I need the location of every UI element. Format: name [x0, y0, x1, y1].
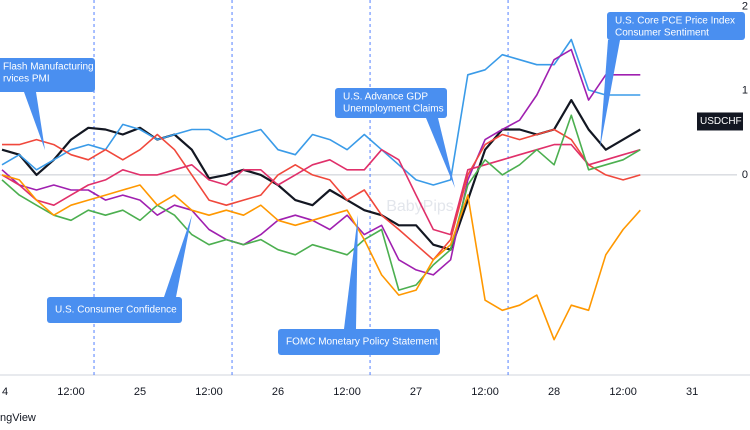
series-line: [1, 143, 641, 236]
series-line: [1, 114, 641, 291]
callout-text: rvices PMI: [3, 74, 50, 85]
x-tick-label: 12:00: [333, 386, 361, 398]
callout-box: [47, 297, 182, 323]
x-tick-label: 12:00: [471, 386, 499, 398]
watermark: BabyPips: [386, 198, 454, 215]
x-tick-label: 12:00: [609, 386, 637, 398]
series-line: [1, 48, 641, 276]
callout-text: Flash Manufacturing: [3, 62, 94, 73]
callout-box: [607, 12, 745, 40]
x-tick-label: 28: [548, 386, 560, 398]
attribution: ngView: [0, 412, 36, 424]
callout-box: [0, 58, 95, 92]
x-tick-label: 25: [134, 386, 146, 398]
callout-text: U.S. Consumer Confidence: [55, 305, 177, 316]
x-tick-label: 4: [2, 386, 8, 398]
y-tick-label: 2: [742, 1, 748, 13]
callout-pointer: [344, 215, 358, 329]
series-line: [2, 128, 641, 261]
series-tag: [697, 112, 743, 131]
series-tag-label: USDCHF: [700, 116, 742, 127]
x-tick-label: 31: [686, 386, 698, 398]
x-tick-label: 12:00: [195, 386, 223, 398]
x-tick-label: 26: [272, 386, 284, 398]
callout-box: [335, 88, 447, 118]
callout-text: U.S. Advance GDP: [343, 92, 428, 103]
callout-pointer: [426, 118, 455, 188]
series-line: [1, 174, 641, 341]
callout-text: FOMC Monetary Policy Statement: [286, 337, 438, 348]
series-line: [1, 38, 641, 186]
series-line: [1, 99, 641, 251]
callout-pointer: [164, 215, 192, 297]
callout-text: Consumer Sentiment: [615, 28, 709, 39]
y-tick-label: 0: [742, 169, 748, 181]
callout-text: U.S. Core PCE Price Index: [615, 16, 735, 27]
callout-pointer: [600, 40, 620, 148]
y-tick-label: 1: [742, 85, 748, 97]
callout-box: [278, 329, 440, 355]
x-tick-label: 27: [410, 386, 422, 398]
x-tick-label: 12:00: [57, 386, 85, 398]
callout-text: Unemployment Claims: [343, 104, 444, 115]
callout-pointer: [24, 92, 45, 150]
